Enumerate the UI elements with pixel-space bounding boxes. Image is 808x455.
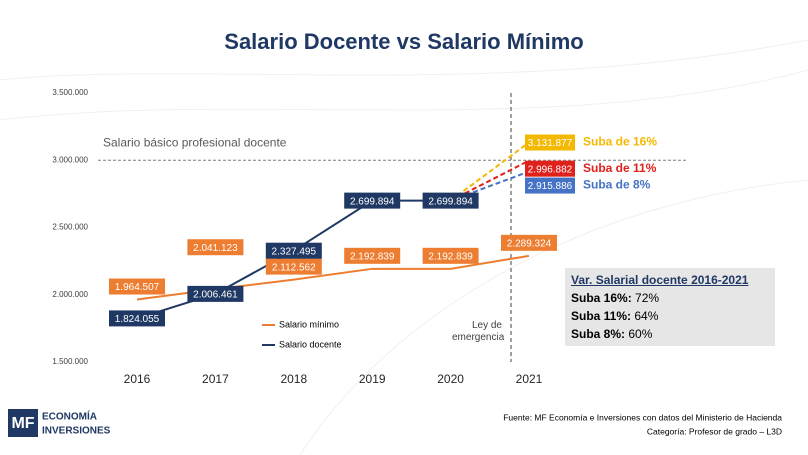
data-label: 2.112.562 <box>272 262 316 273</box>
x-tick-label: 2020 <box>437 372 464 386</box>
projection-line <box>450 141 530 202</box>
label-box <box>109 310 165 327</box>
label-box <box>187 239 244 256</box>
label-box <box>525 160 575 177</box>
data-label: 2.699.894 <box>350 196 395 207</box>
reference-label: Salario básico profesional docente <box>103 135 287 149</box>
projection-line <box>450 170 530 202</box>
y-tick-label: 3.000.000 <box>52 155 88 164</box>
y-tick-label: 2.500.000 <box>52 223 88 232</box>
data-label: 1.964.507 <box>115 282 160 293</box>
data-label: 2.996.882 <box>528 164 573 175</box>
legend-label: Salario docente <box>279 339 342 349</box>
data-label: 1.824.055 <box>115 314 160 325</box>
data-label: 2.006.461 <box>193 290 238 301</box>
source: Fuente: MF Economía e Inversiones con da… <box>503 412 782 422</box>
data-label: 3.131.877 <box>528 138 573 149</box>
summary-row: Suba 11%: 64% <box>571 309 658 323</box>
label-box <box>525 177 575 194</box>
row-label: Suba 8%: <box>571 327 626 341</box>
data-label: 2.041.123 <box>193 243 238 254</box>
row-value: 60% <box>628 327 653 341</box>
logo-text: INVERSIONES <box>42 426 111 437</box>
label-box <box>187 285 244 302</box>
chart-title: Salario Docente vs Salario Mínimo <box>224 29 583 54</box>
data-label: 2.289.324 <box>507 238 552 249</box>
data-label: 2.192.839 <box>350 251 395 262</box>
label-box <box>525 134 575 151</box>
x-tick-label: 2017 <box>202 372 229 386</box>
projection-line <box>450 159 530 202</box>
label-box <box>344 192 401 209</box>
x-tick-label: 2019 <box>359 372 386 386</box>
label-box <box>422 192 479 209</box>
data-label: 2.327.495 <box>272 246 317 257</box>
label-box <box>501 234 557 251</box>
label-box <box>344 247 401 264</box>
category-note: Categoría: Profesor de grado – L3D <box>647 426 782 436</box>
row-label: Suba 16%: <box>571 291 632 305</box>
label-box <box>422 247 479 264</box>
row-label: Suba 11%: <box>571 309 632 323</box>
event-label: Ley de emergencia <box>452 320 505 343</box>
projection-name: Suba de 16% <box>583 135 657 149</box>
summary-title: Var. Salarial docente 2016-2021 <box>571 273 749 287</box>
logo-mark: MF <box>11 415 34 432</box>
summary-row: Suba 8%: 60% <box>571 327 652 341</box>
summary-row: Suba 16%: 72% <box>571 291 659 305</box>
legend-label: Salario mínimo <box>279 319 339 329</box>
background-decor <box>0 39 808 455</box>
label-box <box>265 242 322 259</box>
label-box <box>265 258 322 275</box>
x-tick-label: 2021 <box>516 372 543 386</box>
projection-name: Suba de 11% <box>583 161 657 175</box>
projection-name: Suba de 8% <box>583 178 651 192</box>
logo-text: ECONOMÍA <box>42 410 97 423</box>
y-tick-label: 3.500.000 <box>52 88 88 97</box>
label-box <box>109 278 165 295</box>
row-value: 64% <box>634 309 659 323</box>
logo-box <box>8 409 38 437</box>
x-tick-label: 2016 <box>124 372 151 386</box>
row-value: 72% <box>635 291 660 305</box>
summary-box: Var. Salarial docente 2016-2021 Suba 16%… <box>565 268 775 346</box>
data-label: 2.192.839 <box>428 251 473 262</box>
y-tick-label: 1.500.000 <box>52 357 88 366</box>
x-tick-label: 2018 <box>280 372 307 386</box>
data-label: 2.699.894 <box>428 196 473 207</box>
y-tick-label: 2.000.000 <box>52 290 88 299</box>
data-label: 2.915.886 <box>528 181 573 192</box>
